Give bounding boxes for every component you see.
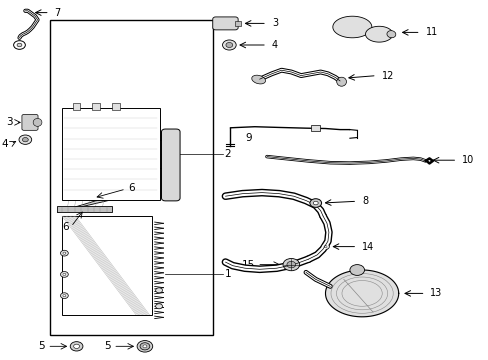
- Circle shape: [17, 43, 22, 47]
- Circle shape: [140, 343, 149, 350]
- Circle shape: [61, 250, 68, 256]
- Circle shape: [63, 252, 66, 254]
- Circle shape: [283, 258, 299, 271]
- Circle shape: [63, 294, 66, 297]
- Text: 6: 6: [128, 183, 135, 193]
- Bar: [62, 108, 159, 200]
- Polygon shape: [57, 193, 111, 212]
- Circle shape: [225, 42, 232, 48]
- Bar: [73, 103, 81, 110]
- Text: 4: 4: [271, 40, 277, 50]
- Ellipse shape: [33, 118, 42, 126]
- Circle shape: [142, 345, 146, 348]
- FancyBboxPatch shape: [212, 17, 238, 30]
- Text: 4: 4: [1, 139, 8, 149]
- Text: 8: 8: [361, 196, 367, 206]
- Text: 1: 1: [224, 269, 231, 279]
- Bar: [92, 103, 100, 110]
- Circle shape: [74, 344, 80, 348]
- Circle shape: [313, 201, 318, 205]
- Circle shape: [63, 273, 66, 275]
- Text: 14: 14: [361, 242, 374, 252]
- Text: 11: 11: [425, 27, 437, 37]
- Circle shape: [155, 304, 162, 309]
- Ellipse shape: [386, 31, 395, 38]
- Circle shape: [61, 271, 68, 277]
- Circle shape: [321, 244, 329, 249]
- Text: 15: 15: [241, 260, 254, 270]
- Circle shape: [155, 288, 162, 293]
- Polygon shape: [365, 26, 392, 42]
- Circle shape: [309, 199, 321, 207]
- Text: 10: 10: [461, 155, 473, 165]
- Circle shape: [324, 246, 326, 248]
- Polygon shape: [325, 270, 398, 317]
- Text: 9: 9: [244, 132, 251, 143]
- Polygon shape: [332, 16, 371, 38]
- Text: 5: 5: [104, 341, 110, 351]
- Text: 12: 12: [381, 71, 393, 81]
- Circle shape: [137, 341, 152, 352]
- Bar: [310, 125, 319, 131]
- Circle shape: [349, 265, 364, 275]
- Circle shape: [222, 40, 236, 50]
- Bar: [111, 103, 119, 110]
- Bar: [50, 20, 213, 335]
- Bar: [62, 216, 152, 315]
- FancyBboxPatch shape: [161, 129, 180, 201]
- Circle shape: [19, 135, 32, 144]
- Text: 6: 6: [62, 222, 68, 232]
- Circle shape: [14, 41, 25, 49]
- Ellipse shape: [251, 75, 265, 84]
- Text: 7: 7: [55, 8, 61, 18]
- Text: 13: 13: [429, 288, 442, 298]
- Text: 3: 3: [271, 18, 277, 28]
- Text: 3: 3: [6, 117, 13, 127]
- FancyBboxPatch shape: [22, 114, 38, 130]
- Polygon shape: [361, 27, 381, 32]
- Bar: [235, 21, 241, 26]
- Circle shape: [61, 293, 68, 298]
- Ellipse shape: [336, 77, 346, 86]
- Text: 5: 5: [38, 341, 45, 351]
- Circle shape: [286, 261, 295, 268]
- Circle shape: [70, 342, 83, 351]
- Polygon shape: [57, 206, 111, 212]
- Circle shape: [22, 138, 28, 142]
- Text: 2: 2: [224, 149, 231, 159]
